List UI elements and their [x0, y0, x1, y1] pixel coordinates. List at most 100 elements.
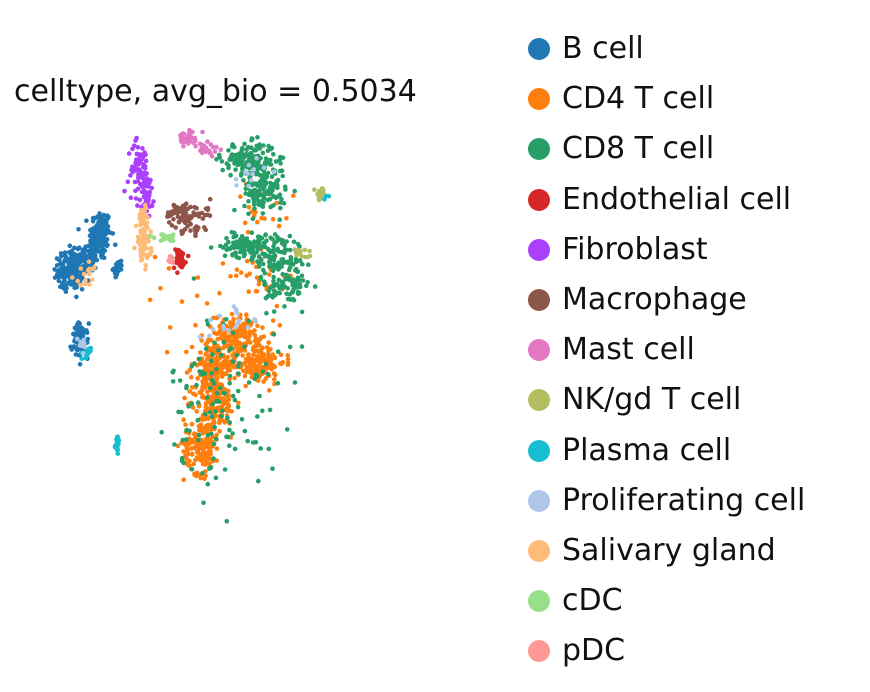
cell-point	[169, 223, 175, 228]
cell-point	[82, 281, 88, 287]
cell-point	[236, 371, 241, 376]
cell-point	[295, 275, 301, 281]
cell-point	[245, 229, 251, 235]
legend-item: Plasma cell	[528, 426, 805, 476]
cell-point	[220, 396, 226, 401]
cell-point	[128, 195, 134, 200]
cell-point	[158, 286, 163, 291]
cell-point	[255, 338, 261, 344]
cell-point	[269, 366, 274, 372]
cell-point	[287, 277, 292, 283]
cell-point	[220, 345, 226, 351]
cell-point	[248, 178, 254, 183]
cell-point	[208, 245, 214, 250]
cell-point	[205, 433, 211, 438]
cell-point	[135, 234, 141, 240]
cell-point	[300, 278, 306, 283]
cell-point	[227, 373, 233, 379]
cell-point	[270, 248, 276, 253]
series-cd8-t-cell	[159, 135, 318, 524]
cell-point	[202, 385, 208, 391]
cell-point	[261, 173, 267, 179]
cell-point	[272, 169, 277, 174]
cell-point	[233, 176, 239, 182]
cell-point	[240, 353, 245, 358]
cell-point	[302, 254, 308, 260]
cell-point	[251, 249, 256, 255]
legend-item: CD4 T cell	[528, 74, 805, 124]
series-plasma-cell	[79, 193, 332, 456]
cell-point	[255, 378, 261, 383]
cell-point	[270, 318, 276, 323]
cell-point	[221, 326, 227, 332]
cell-point	[181, 477, 186, 483]
cell-point	[271, 371, 277, 376]
cell-point	[114, 262, 119, 267]
cell-point	[166, 220, 172, 225]
cell-point	[240, 145, 245, 151]
cell-point	[147, 297, 153, 303]
cell-point	[148, 245, 154, 251]
cell-point	[254, 219, 260, 225]
cell-point	[239, 234, 245, 239]
cell-point	[257, 142, 262, 147]
cell-point	[246, 211, 251, 217]
cell-point	[179, 455, 185, 461]
cell-point	[262, 216, 267, 221]
legend-label: NK/gd T cell	[562, 382, 742, 418]
cell-point	[207, 410, 213, 415]
cell-point	[296, 249, 301, 255]
cell-point	[233, 273, 239, 279]
cell-point	[264, 310, 269, 316]
cell-point	[263, 232, 268, 238]
legend-label: Proliferating cell	[562, 482, 806, 518]
cell-point	[249, 151, 254, 157]
cell-point	[275, 194, 280, 200]
legend-label: Endothelial cell	[562, 181, 792, 217]
cell-point	[227, 334, 232, 339]
cell-point	[266, 349, 271, 354]
cell-point	[244, 243, 250, 248]
cell-point	[180, 137, 185, 142]
cell-point	[183, 437, 189, 442]
cell-point	[242, 428, 248, 434]
cell-point	[232, 144, 237, 150]
cell-point	[245, 324, 251, 330]
cell-point	[253, 343, 259, 349]
legend-marker	[528, 640, 550, 663]
cell-point	[312, 284, 318, 289]
cell-point	[191, 445, 197, 451]
cell-point	[264, 357, 270, 363]
cell-point	[140, 175, 145, 181]
cell-point	[260, 369, 266, 374]
cell-point	[283, 187, 288, 192]
cell-point	[299, 344, 305, 349]
cell-point	[112, 271, 118, 276]
cell-point	[189, 344, 195, 350]
cell-point	[113, 265, 118, 271]
cell-point	[236, 160, 241, 166]
cell-point	[278, 285, 284, 290]
cell-point	[307, 248, 312, 254]
cell-point	[186, 404, 191, 409]
cell-point	[210, 401, 215, 407]
cell-point	[181, 131, 187, 137]
cell-point	[114, 437, 119, 442]
cell-point	[130, 146, 135, 152]
cell-point	[283, 277, 288, 282]
cell-point	[87, 282, 92, 287]
cell-point	[217, 418, 222, 424]
cell-point	[286, 259, 291, 265]
cell-point	[280, 173, 286, 179]
cell-point	[63, 254, 69, 259]
cell-point	[90, 266, 95, 272]
cell-point	[271, 309, 277, 314]
cell-point	[210, 352, 215, 357]
cell-point	[167, 325, 173, 330]
cell-point	[190, 439, 196, 445]
cell-point	[138, 219, 143, 225]
cell-point	[270, 217, 276, 222]
cell-point	[113, 274, 118, 280]
cell-point	[84, 218, 89, 223]
cell-point	[73, 326, 79, 332]
